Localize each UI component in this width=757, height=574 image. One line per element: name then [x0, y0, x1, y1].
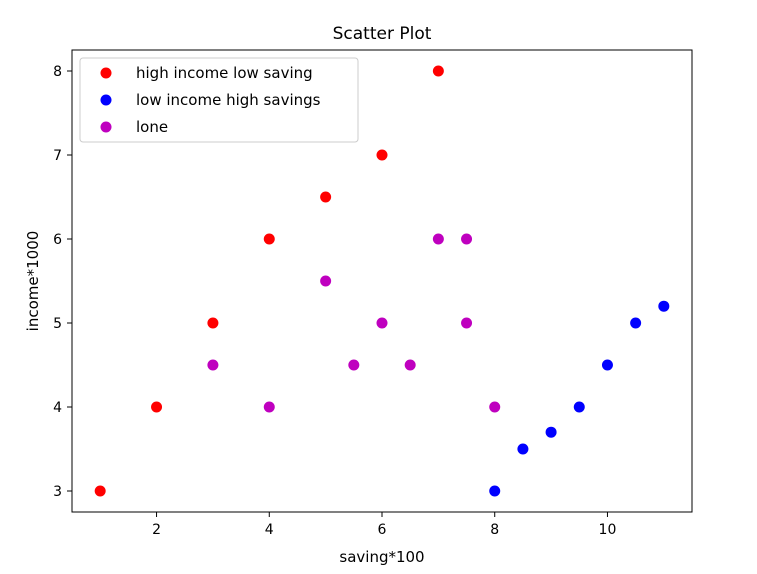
x-tick-label: 8: [490, 522, 499, 538]
data-point: [404, 359, 416, 371]
y-tick-label: 6: [53, 232, 62, 248]
data-point: [489, 485, 501, 497]
legend-marker: [100, 94, 112, 106]
legend-marker: [100, 121, 112, 133]
y-tick-label: 5: [53, 316, 62, 332]
x-tick-label: 4: [265, 522, 274, 538]
y-tick-label: 4: [53, 400, 62, 416]
data-point: [376, 317, 388, 329]
data-point: [94, 485, 106, 497]
data-point: [489, 401, 501, 413]
x-tick-label: 2: [152, 522, 161, 538]
data-point: [207, 317, 219, 329]
data-point: [573, 401, 585, 413]
y-tick-label: 7: [53, 148, 62, 164]
data-point: [432, 65, 444, 77]
data-point: [630, 317, 642, 329]
legend: high income low saving low income high sa…: [79, 57, 359, 143]
legend-label: low income high savings: [136, 91, 321, 109]
data-point: [348, 359, 360, 371]
data-point: [207, 359, 219, 371]
data-point: [151, 401, 163, 413]
data-point: [320, 275, 332, 287]
data-point: [461, 317, 473, 329]
legend-label: lone: [136, 118, 168, 136]
y-tick-label: 3: [53, 484, 62, 500]
legend-marker: [100, 67, 112, 79]
data-point: [263, 233, 275, 245]
data-point: [545, 426, 557, 438]
legend-box: [79, 57, 359, 143]
axis-ticks: 2 4 6 8 10 3 4 5 6 7 8: [53, 64, 616, 538]
data-point: [658, 300, 670, 312]
data-point: [376, 149, 388, 161]
x-tick-label: 10: [599, 522, 617, 538]
y-tick-label: 8: [53, 64, 62, 80]
x-axis-title: saving*100: [339, 548, 424, 566]
data-point: [517, 443, 529, 455]
data-point: [461, 233, 473, 245]
x-tick-label: 6: [378, 522, 387, 538]
data-points: [94, 65, 670, 497]
chart-title: Scatter Plot: [333, 24, 432, 44]
data-point: [320, 191, 332, 203]
data-point: [601, 359, 613, 371]
data-point: [263, 401, 275, 413]
data-point: [432, 233, 444, 245]
legend-label: high income low saving: [136, 64, 313, 82]
y-axis-title: income*1000: [24, 231, 42, 332]
